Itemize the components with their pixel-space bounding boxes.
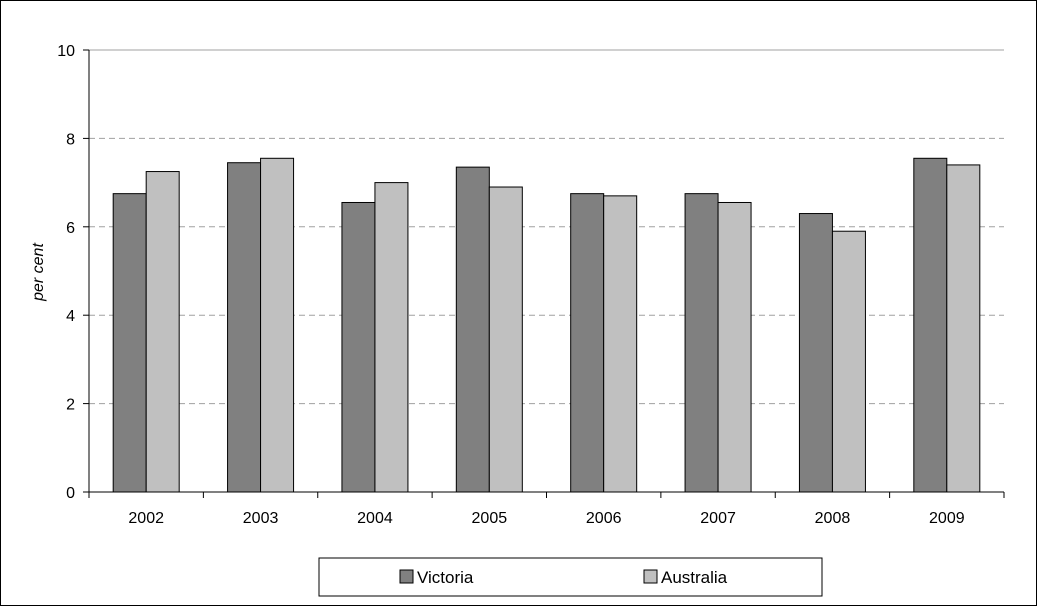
bar-australia-2009: [946, 164, 981, 493]
bar-victoria-2003: [227, 162, 262, 493]
y-tick-label: 8: [66, 131, 75, 148]
y-tick-label: 4: [66, 308, 75, 325]
bar-australia-2004: [374, 182, 409, 493]
y-tick-label: 10: [57, 43, 75, 60]
x-tick-label: 2004: [357, 510, 393, 527]
x-tick-label: 2006: [586, 510, 622, 527]
y-tick-label: 2: [66, 397, 75, 414]
axes: [83, 49, 1005, 498]
bar-australia-2007: [717, 201, 752, 493]
bars: [112, 157, 981, 493]
bar-victoria-2002: [112, 193, 147, 493]
legend: Victoria Australia: [318, 557, 823, 597]
bar-australia-2003: [260, 157, 295, 493]
x-tick-label: 2008: [815, 510, 851, 527]
legend-swatch-australia: [643, 569, 658, 584]
bar-victoria-2007: [684, 193, 719, 493]
legend-box: [318, 557, 823, 597]
legend-label-victoria: Victoria: [417, 568, 474, 587]
y-tick-label: 6: [66, 220, 75, 237]
bar-victoria-2006: [570, 193, 605, 493]
x-tick-label: 2002: [128, 510, 164, 527]
legend-label-australia: Australia: [661, 568, 728, 587]
x-tick-label: 2007: [700, 510, 736, 527]
y-axis-title: per cent: [30, 243, 47, 302]
bar-australia-2005: [488, 186, 523, 493]
bar-australia-2008: [831, 230, 866, 493]
bar-victoria-2008: [798, 213, 833, 493]
legend-swatch-victoria: [399, 569, 414, 584]
x-tick-label: 2009: [929, 510, 965, 527]
y-tick-label: 0: [66, 485, 75, 502]
axis-labels: 0 2 4 6 8 10 2002 2003 2004 2005 2006 2007 2008 2009: [57, 43, 965, 527]
x-tick-label: 2005: [472, 510, 508, 527]
bar-australia-2006: [603, 195, 638, 493]
bar-australia-2002: [145, 171, 180, 493]
bar-victoria-2005: [455, 166, 490, 493]
x-tick-label: 2003: [243, 510, 279, 527]
gridlines: [89, 49, 1004, 405]
bar-victoria-2004: [341, 201, 376, 493]
bar-victoria-2009: [913, 157, 948, 493]
